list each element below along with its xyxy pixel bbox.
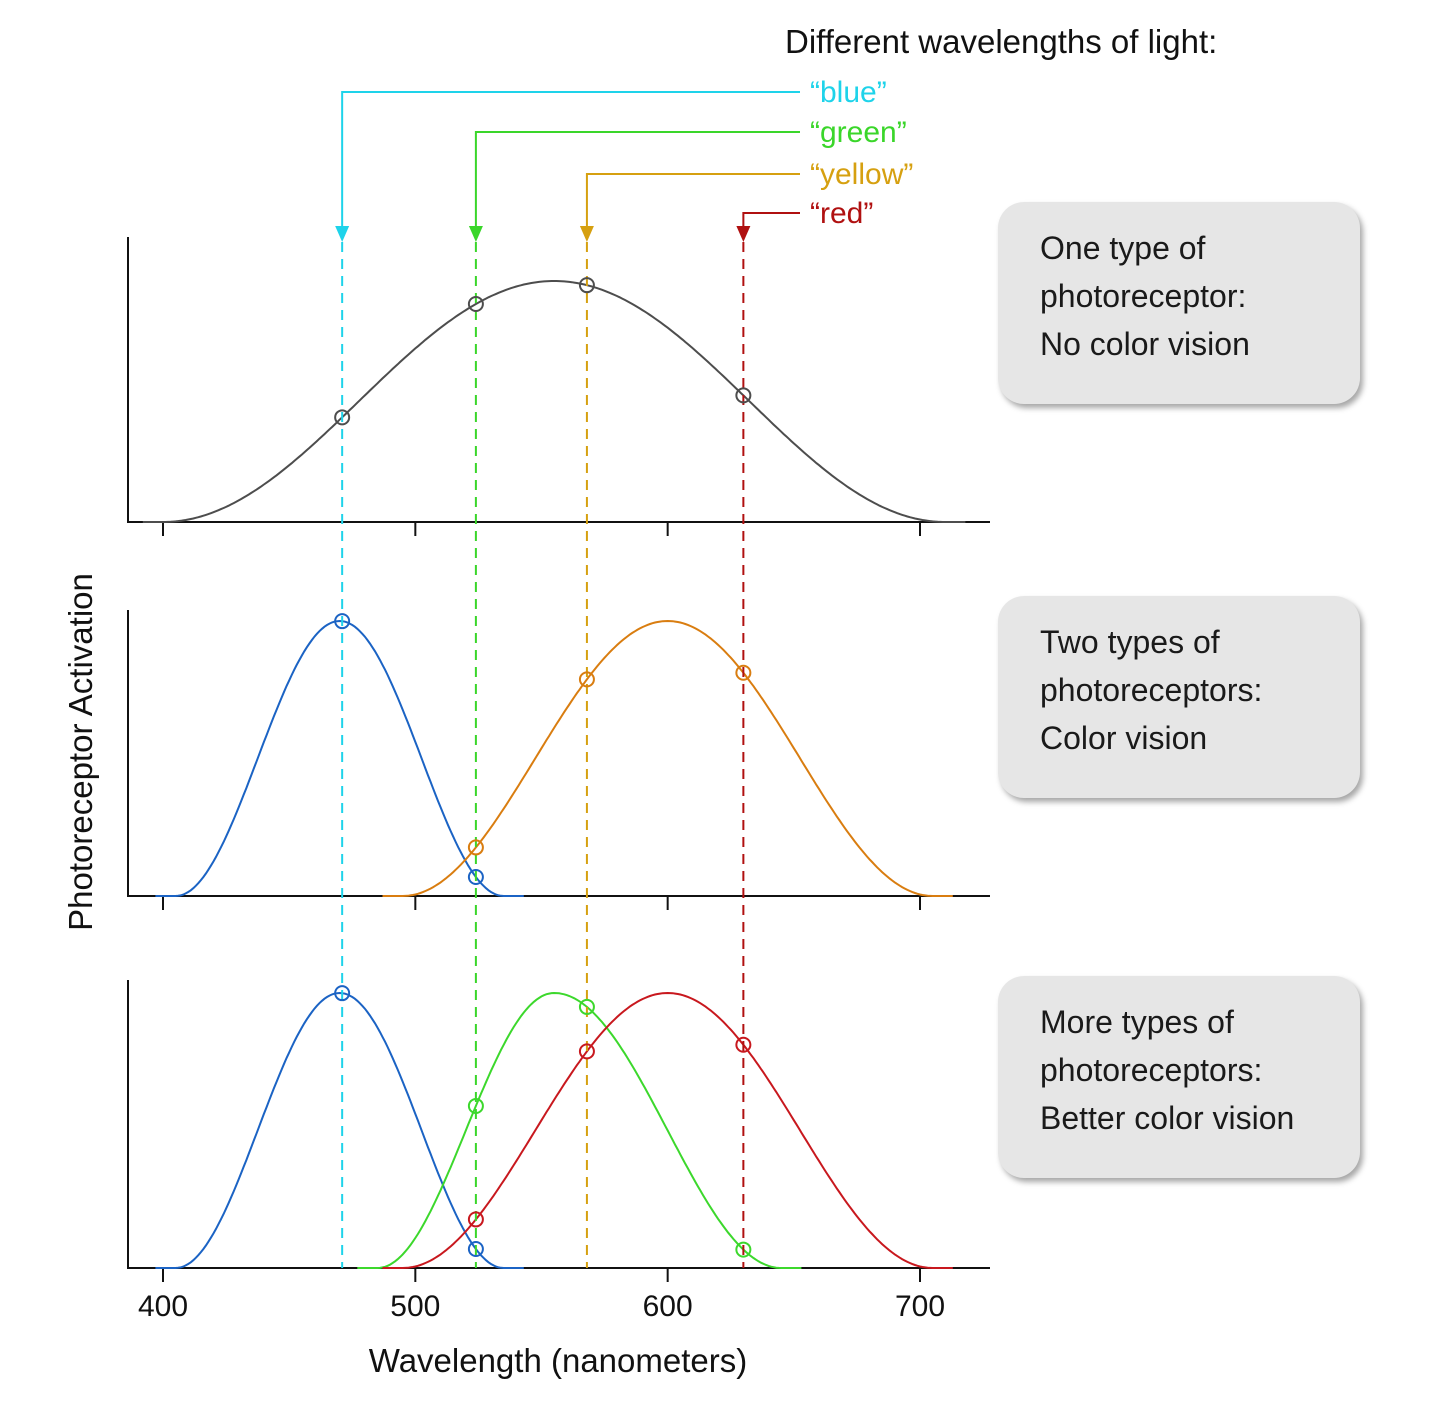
panel-2-caption-line-3: Color vision — [1040, 720, 1208, 756]
marker-panel-3-long-1 — [467, 1211, 484, 1228]
panel-2-caption-line-2: photoreceptors: — [1040, 672, 1263, 708]
x-tick-label-700: 700 — [895, 1290, 945, 1323]
panel-1-caption-box: One type of photoreceptor: No color visi… — [998, 202, 1360, 404]
marker-panel-3-medium-1 — [467, 1097, 484, 1114]
panel-2-curve-long — [382, 619, 953, 897]
panel-2-caption-box: Two types of photoreceptors: Color visio… — [998, 596, 1360, 798]
panel-1-curve-photoreceptor — [142, 280, 966, 523]
wavelength-arrowhead-1 — [468, 226, 483, 242]
marker-panel-3-short-1 — [467, 1241, 484, 1258]
wavelength-arrow-line-2 — [585, 173, 800, 226]
wavelength-guide-0: “blue” — [335, 76, 887, 1268]
wavelength-label-0: “blue” — [810, 76, 887, 109]
wavelength-guide-3: “red” — [736, 197, 873, 1268]
wavelength-label-2: “yellow” — [810, 158, 913, 191]
x-tick-label-400: 400 — [138, 1290, 188, 1323]
wavelength-arrow-line-3 — [742, 212, 800, 226]
marker-panel-3-medium-3 — [735, 1241, 752, 1258]
panel-1 — [127, 237, 990, 536]
panel-3-curve-medium — [357, 991, 802, 1269]
panel-3-caption-line-2: photoreceptors: — [1040, 1052, 1263, 1088]
panel-2-curve-short — [155, 619, 524, 897]
wavelength-arrowhead-3 — [736, 226, 751, 242]
marker-panel-1-photoreceptor-0 — [334, 409, 351, 426]
panel-2 — [127, 610, 990, 910]
panel-1-caption-line-1: One type of — [1040, 230, 1206, 266]
y-axis-label: Photoreceptor Activation — [62, 573, 99, 931]
wavelength-guides: “blue” “green” “yellow” “red” — [335, 76, 913, 1268]
marker-panel-1-photoreceptor-2 — [578, 277, 595, 294]
wavelength-guide-2: “yellow” — [579, 158, 913, 1268]
marker-panel-1-photoreceptor-1 — [467, 296, 484, 313]
marker-panel-3-long-2 — [578, 1043, 595, 1060]
x-tick-label-600: 600 — [643, 1290, 693, 1323]
panel-3-caption-box: More types of photoreceptors: Better col… — [998, 976, 1360, 1178]
panel-3-caption-line-1: More types of — [1040, 1004, 1234, 1040]
wavelength-guide-1: “green” — [468, 116, 907, 1268]
marker-panel-2-short-0 — [334, 613, 351, 630]
marker-panel-2-long-2 — [578, 671, 595, 688]
chart-title: Different wavelengths of light: — [785, 23, 1217, 60]
marker-panel-1-photoreceptor-3 — [735, 387, 752, 404]
panel-3-curve-long — [382, 991, 953, 1269]
marker-panel-3-long-3 — [735, 1036, 752, 1053]
panels-group: 400 500 600 700 — [127, 237, 990, 1323]
panel-2-caption-line-1: Two types of — [1040, 624, 1220, 660]
marker-panel-3-short-0 — [334, 985, 351, 1002]
wavelength-arrowhead-2 — [579, 226, 594, 242]
x-tick-label-500: 500 — [390, 1290, 440, 1323]
intersection-markers — [334, 277, 752, 1258]
marker-panel-2-long-1 — [467, 839, 484, 856]
marker-panel-2-short-1 — [467, 869, 484, 886]
wavelength-label-1: “green” — [810, 116, 907, 149]
panel-3 — [127, 980, 990, 1282]
panel-3-curve-short — [155, 991, 524, 1269]
wavelength-label-3: “red” — [810, 197, 873, 230]
panel-1-caption-line-2: photoreceptor: — [1040, 278, 1247, 314]
wavelength-arrow-line-0 — [341, 91, 800, 226]
x-axis-label: Wavelength (nanometers) — [369, 1342, 747, 1379]
panel-3-caption-line-3: Better color vision — [1040, 1100, 1295, 1136]
panel-1-caption-line-3: No color vision — [1040, 326, 1250, 362]
marker-panel-2-long-3 — [735, 664, 752, 681]
marker-panel-3-medium-2 — [578, 998, 595, 1015]
wavelength-arrowhead-0 — [335, 226, 350, 242]
wavelength-arrow-line-1 — [474, 131, 800, 226]
